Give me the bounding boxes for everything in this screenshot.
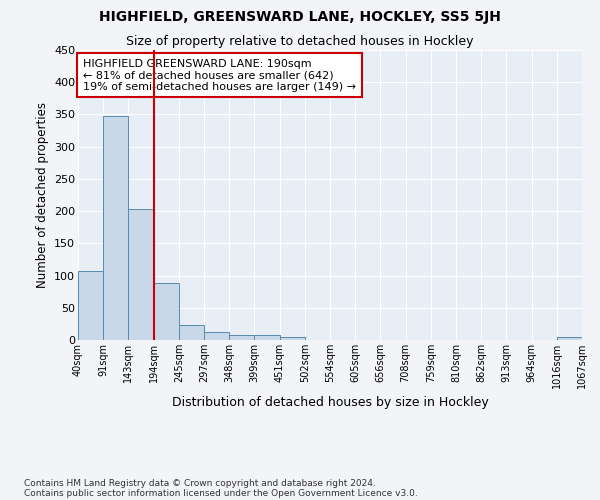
Text: Contains public sector information licensed under the Open Government Licence v3: Contains public sector information licen… bbox=[24, 488, 418, 498]
Text: Contains HM Land Registry data © Crown copyright and database right 2024.: Contains HM Land Registry data © Crown c… bbox=[24, 478, 376, 488]
Bar bbox=[557, 338, 582, 340]
Bar bbox=[154, 282, 179, 340]
Bar bbox=[280, 338, 305, 340]
Bar bbox=[103, 116, 128, 340]
Bar bbox=[204, 332, 229, 340]
Bar bbox=[78, 271, 103, 340]
Bar bbox=[254, 336, 280, 340]
Y-axis label: Number of detached properties: Number of detached properties bbox=[35, 102, 49, 288]
Text: HIGHFIELD, GREENSWARD LANE, HOCKLEY, SS5 5JH: HIGHFIELD, GREENSWARD LANE, HOCKLEY, SS5… bbox=[99, 10, 501, 24]
Text: Size of property relative to detached houses in Hockley: Size of property relative to detached ho… bbox=[126, 35, 474, 48]
Text: HIGHFIELD GREENSWARD LANE: 190sqm
← 81% of detached houses are smaller (642)
19%: HIGHFIELD GREENSWARD LANE: 190sqm ← 81% … bbox=[83, 58, 356, 92]
Bar bbox=[128, 209, 154, 340]
Bar bbox=[179, 325, 204, 340]
Bar bbox=[229, 335, 254, 340]
X-axis label: Distribution of detached houses by size in Hockley: Distribution of detached houses by size … bbox=[172, 396, 488, 409]
